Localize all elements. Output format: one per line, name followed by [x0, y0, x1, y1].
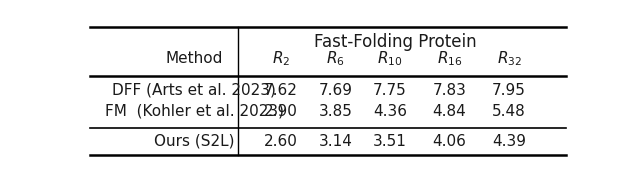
Text: 2.90: 2.90: [264, 104, 298, 119]
Text: DFF (Arts et al. 2023): DFF (Arts et al. 2023): [112, 82, 276, 98]
Text: 4.36: 4.36: [373, 104, 407, 119]
Text: 7.62: 7.62: [264, 82, 298, 98]
Text: Fast-Folding Protein: Fast-Folding Protein: [314, 33, 476, 51]
Text: $R_{10}$: $R_{10}$: [377, 49, 403, 68]
Text: 4.84: 4.84: [433, 104, 467, 119]
Text: $R_{32}$: $R_{32}$: [497, 49, 522, 68]
Text: 7.83: 7.83: [433, 82, 467, 98]
Text: Method: Method: [165, 51, 223, 66]
Text: 7.69: 7.69: [319, 82, 353, 98]
Text: 7.95: 7.95: [492, 82, 526, 98]
Text: FM  (Kohler et al. 2023): FM (Kohler et al. 2023): [104, 104, 284, 119]
Text: 7.75: 7.75: [373, 82, 407, 98]
Text: 2.60: 2.60: [264, 134, 298, 149]
Text: 4.06: 4.06: [433, 134, 467, 149]
Text: 5.48: 5.48: [492, 104, 526, 119]
Text: 3.85: 3.85: [319, 104, 353, 119]
Text: 4.39: 4.39: [492, 134, 526, 149]
Text: $R_{2}$: $R_{2}$: [272, 49, 290, 68]
Text: 3.14: 3.14: [319, 134, 353, 149]
Text: 3.51: 3.51: [373, 134, 407, 149]
Text: Ours (S2L): Ours (S2L): [154, 134, 234, 149]
Text: $R_{16}$: $R_{16}$: [436, 49, 462, 68]
Text: $R_{6}$: $R_{6}$: [326, 49, 345, 68]
